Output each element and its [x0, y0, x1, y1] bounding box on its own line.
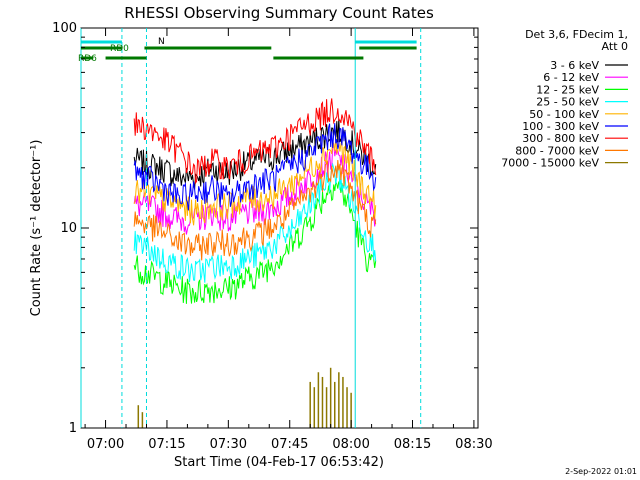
- legend-header: Det 3,6, FDecim 1,: [525, 28, 628, 41]
- series-2: [133, 142, 377, 235]
- series-8: [133, 159, 377, 261]
- x-tick-label: 08:15: [394, 437, 431, 452]
- x-tick-label: 08:30: [455, 437, 492, 452]
- series-9: [137, 367, 352, 428]
- legend-label: 3 - 6 keV: [550, 59, 599, 72]
- x-tick-label: 08:00: [332, 437, 369, 452]
- legend-header: Att 0: [602, 40, 628, 53]
- flag-label-rd6: RD6: [78, 54, 97, 64]
- series-line: [133, 162, 377, 283]
- y-tick-label: 100: [52, 21, 77, 36]
- legend-label: 800 - 7000 keV: [515, 144, 599, 157]
- series-line: [133, 159, 377, 261]
- x-axis-label: Start Time (04-Feb-17 06:53:42): [174, 455, 384, 470]
- series-line: [133, 98, 377, 185]
- x-tick-label: 07:30: [210, 437, 247, 452]
- legend-label: 7000 - 15000 keV: [501, 157, 599, 170]
- x-tick-label: 07:00: [87, 437, 124, 452]
- legend-label: 50 - 100 keV: [529, 108, 599, 121]
- x-tick-label: 07:15: [148, 437, 185, 452]
- plot-frame: [80, 27, 479, 429]
- y-tick-label: 1: [69, 421, 77, 436]
- legend-label: 12 - 25 keV: [536, 83, 599, 96]
- legend-label: 6 - 12 keV: [543, 71, 599, 84]
- x-tick-label: 07:45: [271, 437, 308, 452]
- legend-label: 25 - 50 keV: [536, 96, 599, 109]
- series-6: [133, 123, 377, 211]
- legend-label: 100 - 300 keV: [522, 120, 599, 133]
- flag-label-rd0: RD0: [110, 44, 129, 54]
- legend-label: 300 - 800 keV: [522, 132, 599, 145]
- series-3: [133, 180, 377, 304]
- flag-label-n: N: [158, 37, 165, 47]
- series-4: [133, 162, 377, 283]
- series-7: [133, 98, 377, 185]
- timestamp: 2-Sep-2022 01:01: [565, 467, 637, 476]
- series-line: [133, 180, 377, 304]
- chart-title: RHESSI Observing Summary Count Rates: [124, 4, 434, 22]
- series-line: [133, 123, 377, 211]
- y-axis-label: Count Rate (s⁻¹ detector⁻¹): [29, 140, 44, 317]
- y-tick-label: 10: [60, 221, 77, 236]
- series-line: [133, 142, 377, 235]
